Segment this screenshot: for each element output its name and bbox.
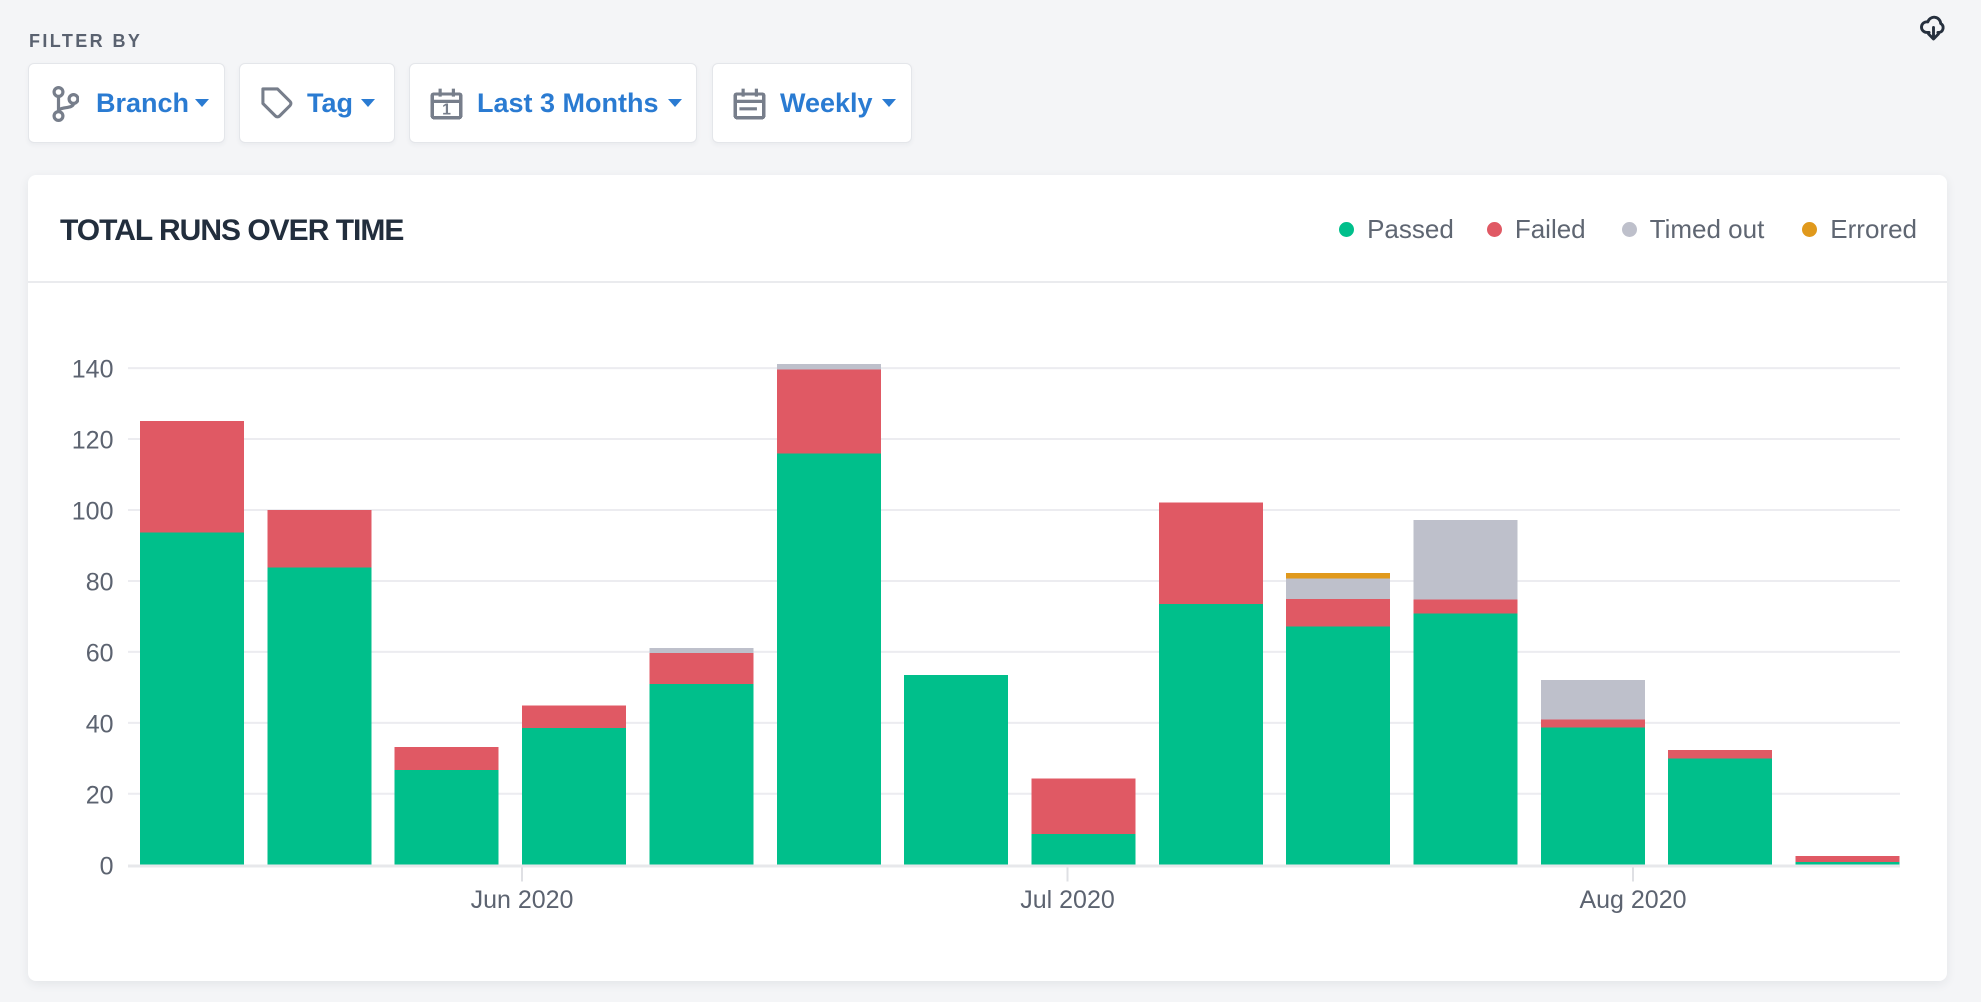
- svg-text:20: 20: [86, 781, 114, 809]
- svg-text:Aug 2020: Aug 2020: [1579, 886, 1686, 914]
- svg-text:Jul 2020: Jul 2020: [1020, 886, 1115, 914]
- svg-text:0: 0: [100, 852, 114, 880]
- svg-text:1: 1: [442, 101, 451, 118]
- svg-text:80: 80: [86, 569, 114, 597]
- svg-text:120: 120: [72, 427, 114, 455]
- svg-text:Jun 2020: Jun 2020: [471, 886, 574, 914]
- svg-text:40: 40: [86, 710, 114, 738]
- svg-text:100: 100: [72, 498, 114, 526]
- svg-text:140: 140: [72, 356, 114, 384]
- svg-text:60: 60: [86, 639, 114, 667]
